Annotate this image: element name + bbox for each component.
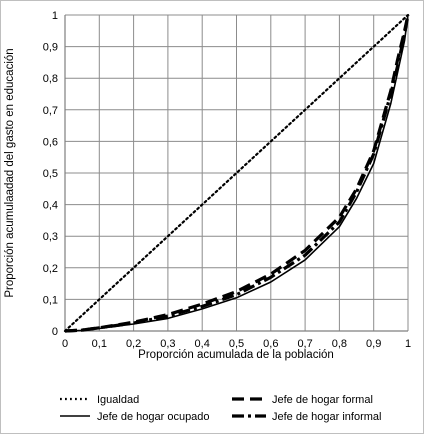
x-tick-label: 0,5 [229,338,244,350]
x-tick-label: 0,2 [126,338,141,350]
legend-item-formal: Jefe de hogar formal [232,394,373,406]
x-tick-label: 0,7 [297,338,312,350]
y-axis-title: Proporción acumulaadad del gasto en educ… [4,48,16,297]
y-tick-label: 1 [52,10,58,22]
x-axis-title: Proporción acumulada de la población [138,349,334,361]
y-tick-label: 0,2 [43,263,58,275]
legend-item-ocupado: Jefe de hogar ocupado [60,411,210,423]
y-tick-label: 0,3 [43,231,58,243]
legend-label-informal: Jefe de hogar informal [272,411,381,423]
y-tick-label: 0 [52,326,58,338]
x-tick-label: 0,1 [92,338,107,350]
y-tick-label: 0,5 [43,168,58,180]
series-line-jefe-de-hogar-informal [64,14,410,333]
y-tick-labels: 0 0,1 0,2 0,3 0,4 0,5 0,6 0,7 0,8 0,9 1 [43,10,58,338]
legend-item-informal: Jefe de hogar informal [232,411,381,423]
y-tick-label: 0,1 [43,294,58,306]
x-tick-label: 0 [62,338,68,350]
legend: Igualdad Jefe de hogar formal Jefe de ho… [60,394,381,423]
series-lines [63,13,410,333]
x-tick-labels: 0 0,1 0,2 0,3 0,4 0,5 0,6 0,7 0,8 0,9 1 [62,338,411,350]
x-tick-label: 0,3 [160,338,175,350]
legend-label-ocupado: Jefe de hogar ocupado [97,411,210,423]
y-tick-label: 0,7 [43,105,58,117]
y-tick-label: 0,8 [43,73,58,85]
legend-label-igualdad: Igualdad [97,394,139,406]
y-tick-label: 0,9 [43,42,58,54]
legend-item-igualdad: Igualdad [60,394,139,406]
legend-label-formal: Jefe de hogar formal [272,394,373,406]
axes [64,15,408,332]
x-tick-label: 0,6 [263,338,278,350]
y-tick-label: 0,4 [43,200,58,212]
grid [64,14,409,332]
series-line-igualdad [63,13,410,333]
y-tick-label: 0,6 [43,136,58,148]
x-tick-label: 0,4 [195,338,210,350]
x-tick-label: 0,8 [332,338,347,350]
x-tick-label: 0,9 [366,338,381,350]
x-tick-label: 1 [405,338,411,350]
